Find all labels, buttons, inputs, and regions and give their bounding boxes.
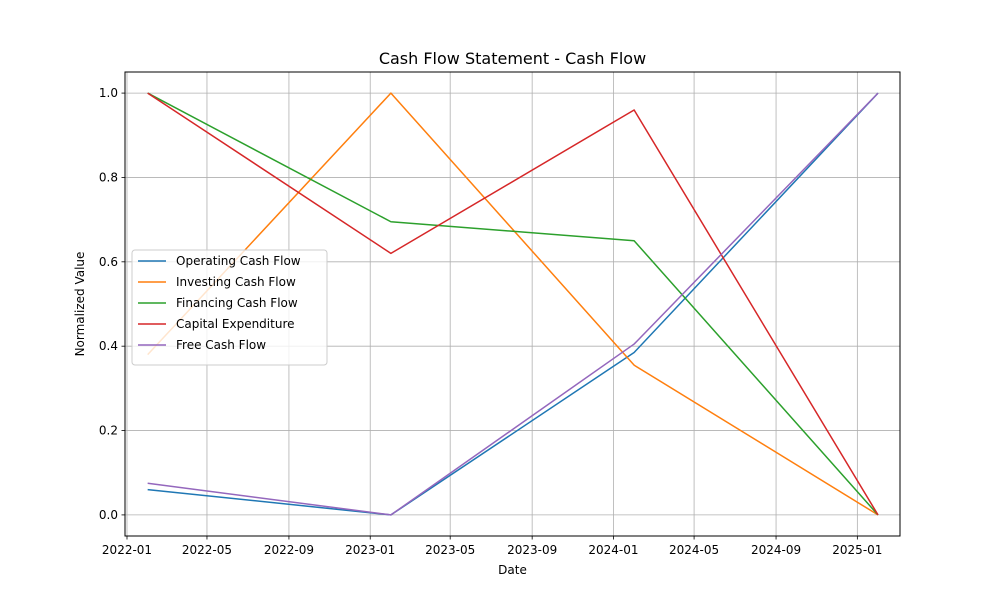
y-tick-label: 0.6 <box>99 255 118 269</box>
x-axis: 2022-01 2022-05 2022-09 2023-01 2023-05 2023-… <box>102 536 882 557</box>
legend-label: Free Cash Flow <box>176 338 266 352</box>
x-tick-label: 2022-01 <box>102 543 152 557</box>
series-line-3 <box>147 92 879 516</box>
x-tick-label: 2024-05 <box>669 543 719 557</box>
x-axis-label: Date <box>498 563 527 577</box>
y-tick-label: 1.0 <box>99 86 118 100</box>
x-tick-label: 2024-01 <box>588 543 638 557</box>
legend-label: Capital Expenditure <box>176 317 295 331</box>
series-line-4 <box>147 92 879 516</box>
legend-label: Investing Cash Flow <box>176 275 296 289</box>
y-tick-label: 0.0 <box>99 508 118 522</box>
series-lines <box>147 92 879 516</box>
x-tick-label: 2025-01 <box>832 543 882 557</box>
x-tick-label: 2023-09 <box>507 543 557 557</box>
x-tick-label: 2023-01 <box>345 543 395 557</box>
x-tick-label: 2022-09 <box>264 543 314 557</box>
plot-frame <box>124 71 901 537</box>
grid <box>125 72 900 536</box>
y-tick-label: 0.4 <box>99 339 118 353</box>
x-tick-label: 2023-05 <box>425 543 475 557</box>
chart-title: Cash Flow Statement - Cash Flow <box>379 49 646 68</box>
legend-label: Financing Cash Flow <box>176 296 298 310</box>
x-tick-label: 2024-09 <box>751 543 801 557</box>
series-line-1 <box>147 92 879 516</box>
legend-box <box>131 249 328 366</box>
y-tick-label: 0.8 <box>99 170 118 184</box>
series-line-2 <box>147 92 879 516</box>
legend: Operating Cash Flow Investing Cash Flow Fi… <box>131 249 328 366</box>
y-tick-label: 0.2 <box>99 424 118 438</box>
y-axis: 0.0 0.2 0.4 0.6 0.8 1.0 <box>99 86 125 522</box>
series-line-5 <box>147 92 879 516</box>
y-axis-label: Normalized Value <box>73 252 87 357</box>
x-tick-label: 2022-05 <box>182 543 232 557</box>
legend-label: Operating Cash Flow <box>176 254 301 268</box>
